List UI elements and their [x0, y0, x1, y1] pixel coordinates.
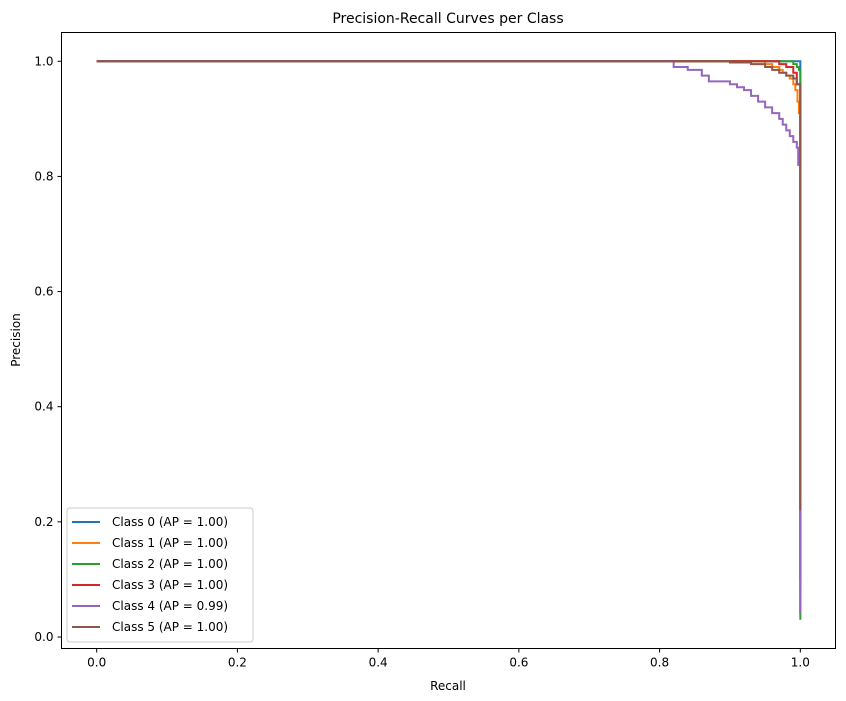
x-tick-label: 0.8	[650, 656, 669, 670]
y-tick-label: 1.0	[34, 54, 53, 68]
y-tick-label: 0.4	[34, 400, 53, 414]
legend: Class 0 (AP = 1.00) Class 1 (AP = 1.00) Cl…	[66, 507, 254, 643]
legend-frame	[66, 507, 254, 643]
legend-label-class-2: Class 2 (AP = 1.00)	[112, 557, 228, 571]
legend-label-class-3: Class 3 (AP = 1.00)	[112, 578, 228, 592]
legend-label-class-4: Class 4 (AP = 0.99)	[112, 599, 228, 613]
series-layer	[96, 60, 802, 620]
x-tick-label: 0.2	[228, 656, 247, 670]
x-tick-label: 0.4	[369, 656, 388, 670]
series-line-class-5	[96, 60, 802, 511]
legend-label-class-5: Class 5 (AP = 1.00)	[112, 620, 228, 634]
series-line-class-3	[96, 60, 802, 580]
plot-area-frame	[61, 32, 836, 649]
axis-ticks: 0.0 0.2 0.4 0.6 0.8 1.0 0.0 0.2 0.4 0.6 0.8 1.0	[34, 54, 809, 669]
x-tick-label: 1.0	[791, 656, 810, 670]
y-tick-label: 0.2	[34, 515, 53, 529]
series-line-class-2	[96, 60, 802, 620]
x-axis-label: Recall	[430, 679, 466, 693]
x-tick-label: 0.6	[509, 656, 528, 670]
y-tick-label: 0.6	[34, 285, 53, 299]
x-tick-label: 0.0	[87, 656, 106, 670]
chart-title: Precision-Recall Curves per Class	[332, 11, 563, 27]
legend-label-class-0: Class 0 (AP = 1.00)	[112, 515, 228, 529]
y-axis-label: Precision	[9, 313, 23, 367]
legend-label-class-1: Class 1 (AP = 1.00)	[112, 536, 228, 550]
series-line-class-4	[96, 60, 802, 614]
y-tick-label: 0.0	[34, 630, 53, 644]
y-tick-label: 0.8	[34, 169, 53, 183]
